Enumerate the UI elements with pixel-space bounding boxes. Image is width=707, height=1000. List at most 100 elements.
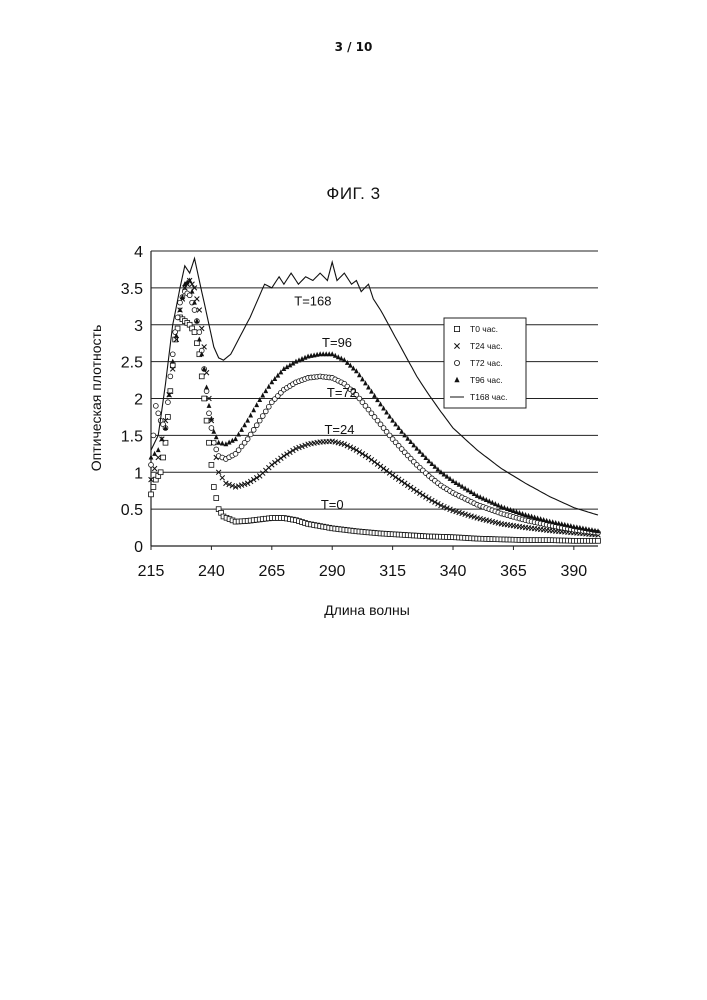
data-point xyxy=(257,418,262,423)
data-point xyxy=(207,440,212,445)
plot-area xyxy=(149,258,601,543)
data-point xyxy=(151,485,156,490)
data-point xyxy=(254,402,259,407)
y-tick-label: 3.5 xyxy=(121,281,143,298)
legend-label: T72 час. xyxy=(470,358,503,368)
x-tick-label: 365 xyxy=(500,563,527,580)
series-line xyxy=(151,258,598,515)
data-point xyxy=(375,462,380,467)
data-point xyxy=(251,427,256,432)
x-tick-label: 265 xyxy=(258,563,285,580)
data-point xyxy=(161,455,166,460)
data-point xyxy=(369,457,374,462)
data-point xyxy=(195,297,200,302)
data-point xyxy=(192,308,197,313)
data-point xyxy=(156,411,161,416)
data-point xyxy=(207,411,212,416)
data-point xyxy=(266,404,271,409)
y-tick-label: 2.5 xyxy=(121,355,143,372)
data-point xyxy=(156,447,161,452)
data-point xyxy=(242,422,247,427)
data-point xyxy=(202,396,207,401)
data-point xyxy=(195,341,200,346)
y-tick-label: 2 xyxy=(134,392,143,409)
data-point xyxy=(211,485,216,490)
data-point xyxy=(175,315,180,320)
y-tick-label: 4 xyxy=(134,244,143,261)
data-point xyxy=(248,412,253,417)
annotation-T-168: T=168 xyxy=(294,294,331,309)
x-axis-label: Длина волны xyxy=(324,602,410,618)
data-point xyxy=(387,471,392,476)
data-point xyxy=(204,384,209,389)
data-point xyxy=(192,330,197,335)
data-point xyxy=(263,388,268,393)
legend-label: T24 час. xyxy=(470,341,503,351)
data-point xyxy=(251,407,256,412)
data-point xyxy=(170,352,175,357)
absorbance-chart: 00.511.522.533.5421524026529031534036539… xyxy=(0,230,707,630)
data-point xyxy=(158,470,163,475)
data-point xyxy=(381,466,386,471)
gridlines xyxy=(151,251,598,509)
data-point xyxy=(278,456,283,461)
data-point xyxy=(149,462,154,467)
annotation-T-24: T=24 xyxy=(324,422,354,437)
annotation-T-96: T=96 xyxy=(322,335,352,350)
data-point xyxy=(245,437,250,442)
data-point xyxy=(220,475,225,480)
annotation-T-72: T=72 xyxy=(327,385,357,400)
y-tick-label: 1.5 xyxy=(121,428,143,445)
data-point xyxy=(260,393,265,398)
data-point xyxy=(269,462,274,467)
y-tick-label: 0.5 xyxy=(121,502,143,519)
figure-title: ФИГ. 3 xyxy=(0,184,707,204)
data-point xyxy=(330,351,335,356)
legend: T0 час.T24 час.T72 час.T96 час.T168 час. xyxy=(444,318,526,408)
data-point xyxy=(257,397,262,402)
x-tick-label: 240 xyxy=(198,563,225,580)
series-T168-час xyxy=(151,258,598,515)
data-point xyxy=(272,460,277,465)
data-point xyxy=(214,496,219,501)
data-point xyxy=(233,436,238,441)
x-tick-label: 215 xyxy=(138,563,165,580)
data-point xyxy=(254,423,259,428)
data-point xyxy=(260,414,265,419)
legend-marker xyxy=(454,326,459,331)
data-point xyxy=(168,374,173,379)
data-point xyxy=(153,403,158,408)
x-tick-label: 290 xyxy=(319,563,346,580)
data-point xyxy=(199,374,204,379)
data-point xyxy=(204,418,209,423)
annotation-T-0: T=0 xyxy=(321,497,344,512)
data-point xyxy=(211,440,216,445)
data-point xyxy=(197,308,202,313)
data-point xyxy=(596,538,601,543)
data-point xyxy=(197,330,202,335)
legend-label: T168 час. xyxy=(470,392,508,402)
data-point xyxy=(220,440,225,445)
data-point xyxy=(378,464,383,469)
x-tick-label: 315 xyxy=(379,563,406,580)
y-tick-label: 0 xyxy=(134,539,143,556)
data-point xyxy=(197,337,202,342)
series-annotations: T=0 T=24 T=72 T=96 T=168 xyxy=(294,294,357,513)
data-point xyxy=(372,460,377,465)
data-point xyxy=(156,455,161,460)
data-point xyxy=(149,492,154,497)
data-point xyxy=(245,418,250,423)
legend-label: T96 час. xyxy=(470,375,503,385)
data-point xyxy=(207,403,212,408)
data-point xyxy=(266,384,271,389)
data-point xyxy=(151,433,156,438)
data-point xyxy=(187,293,192,298)
data-point xyxy=(239,427,244,432)
data-point xyxy=(263,409,268,414)
data-point xyxy=(166,400,171,405)
data-point xyxy=(214,447,219,452)
x-tick-label: 340 xyxy=(440,563,467,580)
y-axis-label: Оптическая плотность xyxy=(88,325,104,472)
y-tick-label: 3 xyxy=(134,318,143,335)
data-point xyxy=(216,440,221,445)
